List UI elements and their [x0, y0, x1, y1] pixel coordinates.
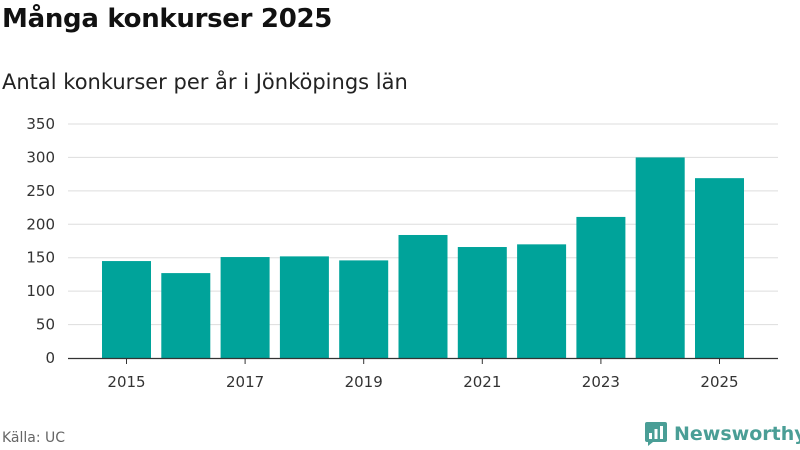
- bar-2024: [635, 157, 685, 358]
- chart-subtitle: Antal konkurser per år i Jönköpings län: [2, 70, 408, 94]
- brand-logo: Newsworthy: [644, 420, 800, 448]
- x-tick-label: 2025: [700, 373, 738, 391]
- x-tick-label: 2023: [582, 373, 620, 391]
- bar-2021: [457, 247, 507, 358]
- bar-2020: [398, 234, 448, 358]
- y-tick-label: 350: [26, 115, 55, 133]
- y-tick-label: 250: [26, 182, 55, 200]
- y-tick-label: 50: [36, 316, 55, 334]
- y-tick-label: 0: [45, 349, 55, 367]
- y-tick-label: 150: [26, 249, 55, 267]
- brand-name: Newsworthy: [674, 423, 800, 445]
- bar-2018: [279, 256, 329, 358]
- bar-2019: [339, 260, 389, 358]
- bar-2025: [695, 178, 744, 358]
- bar-2016: [161, 273, 211, 358]
- bar-2015: [102, 261, 151, 358]
- bar-chart: 0 50 100 150 200 250 300 350 2015 2017 2019 2021 202…: [26, 115, 778, 391]
- source-note: Källa: UC: [2, 430, 66, 446]
- chart-title: Många konkurser 2025: [2, 4, 333, 34]
- x-tick-label: 2021: [463, 373, 501, 391]
- x-tick-label: 2019: [345, 373, 383, 391]
- bar-2017: [220, 257, 270, 358]
- bar-2023: [576, 216, 626, 358]
- y-tick-label: 200: [26, 215, 55, 233]
- x-tick-label: 2017: [226, 373, 264, 391]
- y-tick-label: 300: [26, 148, 55, 166]
- y-tick-label: 100: [26, 282, 55, 300]
- x-tick-label: 2015: [107, 373, 145, 391]
- bar-2022: [517, 244, 567, 358]
- bar-chart-logo-icon: [645, 422, 667, 446]
